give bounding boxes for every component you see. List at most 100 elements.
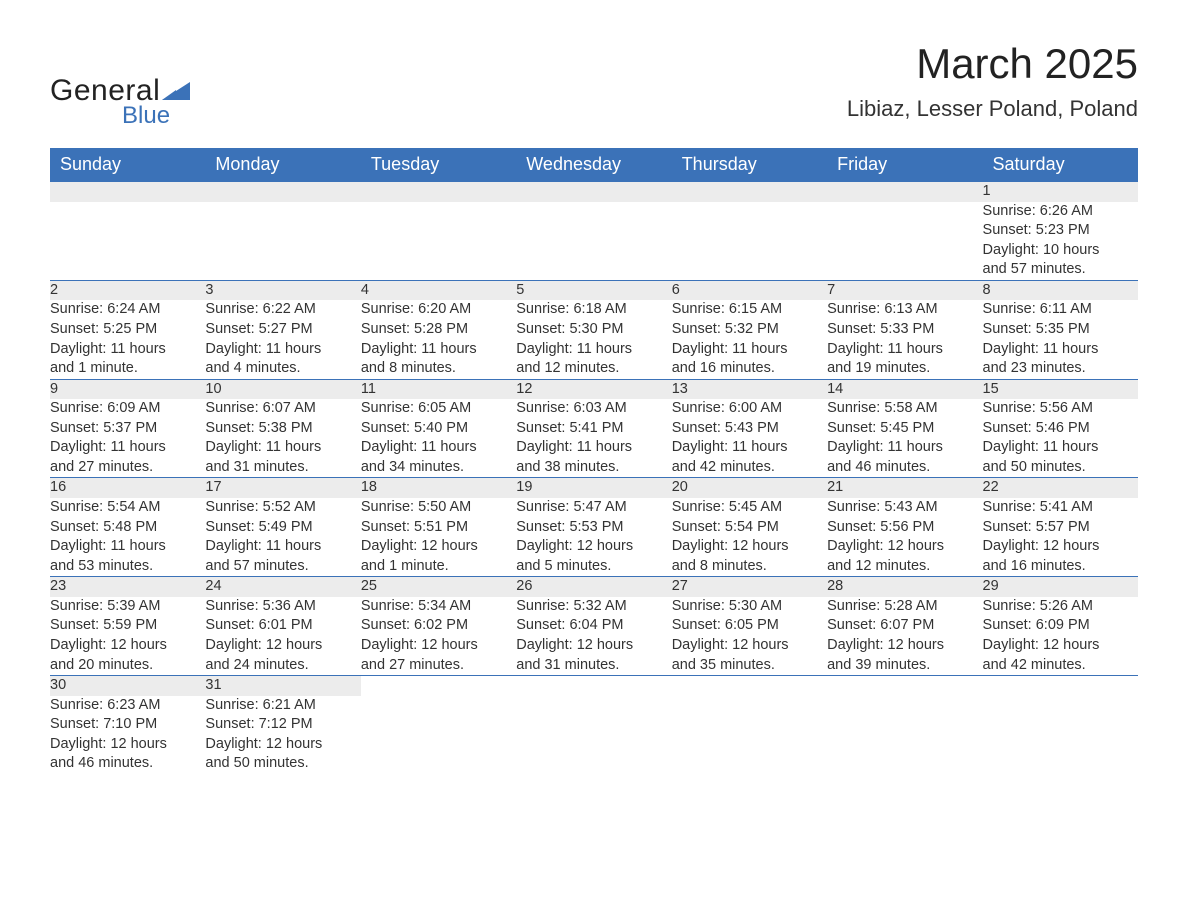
sunrise-text: Sunrise: 5:43 AM	[827, 498, 982, 518]
sunset-text: Sunset: 5:27 PM	[205, 320, 360, 340]
day-number-cell	[516, 676, 671, 696]
day-content-cell: Sunrise: 6:09 AMSunset: 5:37 PMDaylight:…	[50, 399, 205, 478]
day-number-cell: 3	[205, 280, 360, 300]
day-number-cell	[672, 182, 827, 202]
sunset-text: Sunset: 5:25 PM	[50, 320, 205, 340]
day-number-cell: 15	[983, 379, 1138, 399]
day-content-cell	[361, 202, 516, 281]
daylight-text: and 12 minutes.	[827, 557, 982, 577]
day-content-cell	[361, 696, 516, 774]
daylight-text: and 12 minutes.	[516, 359, 671, 379]
day-number-cell: 23	[50, 577, 205, 597]
day-number-cell: 2	[50, 280, 205, 300]
day-content-cell: Sunrise: 5:28 AMSunset: 6:07 PMDaylight:…	[827, 597, 982, 676]
title-block: March 2025 Libiaz, Lesser Poland, Poland	[847, 40, 1138, 122]
day-number: 11	[361, 381, 376, 397]
daylight-text: Daylight: 12 hours	[516, 537, 671, 557]
day-content-cell: Sunrise: 5:50 AMSunset: 5:51 PMDaylight:…	[361, 498, 516, 577]
day-number: 22	[983, 479, 999, 495]
day-number-cell: 1	[983, 182, 1138, 202]
daylight-text: and 50 minutes.	[983, 458, 1138, 478]
sunset-text: Sunset: 5:56 PM	[827, 518, 982, 538]
day-number: 8	[983, 282, 991, 298]
sunrise-text: Sunrise: 6:23 AM	[50, 696, 205, 716]
sunrise-text: Sunrise: 5:50 AM	[361, 498, 516, 518]
day-number: 18	[361, 479, 377, 495]
sunset-text: Sunset: 6:09 PM	[983, 616, 1138, 636]
day-number-cell: 8	[983, 280, 1138, 300]
day-content-cell: Sunrise: 5:26 AMSunset: 6:09 PMDaylight:…	[983, 597, 1138, 676]
sunset-text: Sunset: 5:41 PM	[516, 419, 671, 439]
calendar-body: 1 Sunrise: 6:26 AMSunset: 5:23 PMDaylight…	[50, 182, 1138, 774]
sunset-text: Sunset: 6:07 PM	[827, 616, 982, 636]
daylight-text: Daylight: 12 hours	[827, 537, 982, 557]
day-number: 9	[50, 381, 58, 397]
sunset-text: Sunset: 6:05 PM	[672, 616, 827, 636]
daylight-text: Daylight: 11 hours	[50, 537, 205, 557]
day-content-cell	[983, 696, 1138, 774]
day-content-cell: Sunrise: 5:41 AMSunset: 5:57 PMDaylight:…	[983, 498, 1138, 577]
daylight-text: and 27 minutes.	[50, 458, 205, 478]
day-number-cell: 21	[827, 478, 982, 498]
sunrise-text: Sunrise: 5:32 AM	[516, 597, 671, 617]
day-number-cell	[205, 182, 360, 202]
daylight-text: and 20 minutes.	[50, 656, 205, 676]
day-number-cell	[361, 182, 516, 202]
sunrise-text: Sunrise: 6:21 AM	[205, 696, 360, 716]
day-number-cell: 22	[983, 478, 1138, 498]
daynum-row: 1	[50, 182, 1138, 202]
day-content-cell: Sunrise: 5:56 AMSunset: 5:46 PMDaylight:…	[983, 399, 1138, 478]
day-number-cell	[361, 676, 516, 696]
day-number: 7	[827, 282, 835, 298]
day-number: 1	[983, 183, 991, 199]
sunrise-text: Sunrise: 6:00 AM	[672, 399, 827, 419]
day-content-cell: Sunrise: 6:21 AMSunset: 7:12 PMDaylight:…	[205, 696, 360, 774]
daylight-text: and 38 minutes.	[516, 458, 671, 478]
day-number: 2	[50, 282, 58, 298]
day-content-cell: Sunrise: 5:30 AMSunset: 6:05 PMDaylight:…	[672, 597, 827, 676]
daylight-text: Daylight: 12 hours	[205, 636, 360, 656]
sunrise-text: Sunrise: 5:41 AM	[983, 498, 1138, 518]
day-content-cell	[516, 202, 671, 281]
daynum-row: 9101112131415	[50, 379, 1138, 399]
day-content-cell	[516, 696, 671, 774]
daylight-text: Daylight: 12 hours	[516, 636, 671, 656]
sunset-text: Sunset: 5:32 PM	[672, 320, 827, 340]
daylight-text: and 34 minutes.	[361, 458, 516, 478]
content-row: Sunrise: 5:54 AMSunset: 5:48 PMDaylight:…	[50, 498, 1138, 577]
sunset-text: Sunset: 5:40 PM	[361, 419, 516, 439]
daylight-text: Daylight: 12 hours	[361, 537, 516, 557]
day-content-cell: Sunrise: 5:45 AMSunset: 5:54 PMDaylight:…	[672, 498, 827, 577]
sunset-text: Sunset: 7:12 PM	[205, 715, 360, 735]
daylight-text: and 23 minutes.	[983, 359, 1138, 379]
sunrise-text: Sunrise: 6:24 AM	[50, 300, 205, 320]
day-number: 29	[983, 578, 999, 594]
day-content-cell: Sunrise: 5:58 AMSunset: 5:45 PMDaylight:…	[827, 399, 982, 478]
day-content-cell: Sunrise: 5:47 AMSunset: 5:53 PMDaylight:…	[516, 498, 671, 577]
day-number: 4	[361, 282, 369, 298]
sunrise-text: Sunrise: 6:07 AM	[205, 399, 360, 419]
daynum-row: 3031	[50, 676, 1138, 696]
daynum-row: 23242526272829	[50, 577, 1138, 597]
day-number-cell: 27	[672, 577, 827, 597]
daylight-text: Daylight: 11 hours	[205, 340, 360, 360]
day-content-cell: Sunrise: 6:03 AMSunset: 5:41 PMDaylight:…	[516, 399, 671, 478]
day-content-cell: Sunrise: 6:07 AMSunset: 5:38 PMDaylight:…	[205, 399, 360, 478]
daylight-text: and 39 minutes.	[827, 656, 982, 676]
sunset-text: Sunset: 5:28 PM	[361, 320, 516, 340]
day-number-cell: 28	[827, 577, 982, 597]
daylight-text: Daylight: 11 hours	[516, 438, 671, 458]
day-number: 24	[205, 578, 221, 594]
daylight-text: and 31 minutes.	[205, 458, 360, 478]
sunrise-text: Sunrise: 5:26 AM	[983, 597, 1138, 617]
sunset-text: Sunset: 5:43 PM	[672, 419, 827, 439]
logo-text-blue: Blue	[122, 102, 170, 130]
day-content-cell: Sunrise: 6:26 AMSunset: 5:23 PMDaylight:…	[983, 202, 1138, 281]
daylight-text: Daylight: 11 hours	[827, 438, 982, 458]
day-number-cell: 11	[361, 379, 516, 399]
day-content-cell: Sunrise: 5:34 AMSunset: 6:02 PMDaylight:…	[361, 597, 516, 676]
daylight-text: and 35 minutes.	[672, 656, 827, 676]
day-content-cell: Sunrise: 6:20 AMSunset: 5:28 PMDaylight:…	[361, 300, 516, 379]
day-content-cell: Sunrise: 5:43 AMSunset: 5:56 PMDaylight:…	[827, 498, 982, 577]
day-number-cell	[50, 182, 205, 202]
